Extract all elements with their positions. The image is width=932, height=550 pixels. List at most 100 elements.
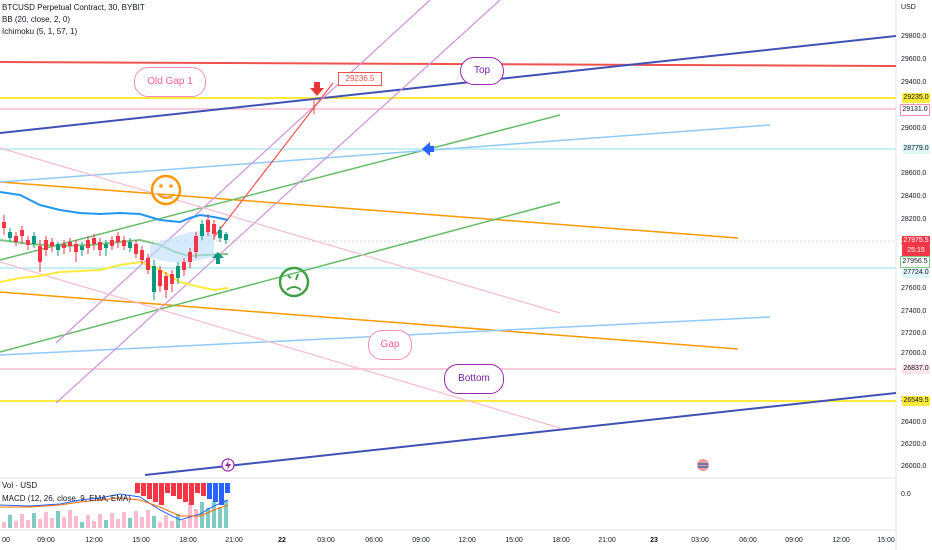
projection-arrow-line[interactable] <box>213 82 334 238</box>
macd-histogram-bar <box>159 483 164 505</box>
volume-bar <box>92 521 96 528</box>
time-tick: 15:00 <box>505 537 523 544</box>
time-tick: 09:00 <box>412 537 430 544</box>
candle-body <box>92 238 96 244</box>
candle-body <box>176 266 180 278</box>
price-label-27956: 27956.5 <box>900 256 930 268</box>
volume-bar <box>140 517 144 528</box>
time-tick: 23 <box>650 537 658 544</box>
candle-body <box>80 246 84 250</box>
candle-body <box>194 236 198 252</box>
bottom-callout[interactable]: Bottom <box>444 364 504 394</box>
macd-pane-label[interactable]: MACD (12, 26, close, 9, EMA, EMA) <box>2 494 131 503</box>
volume-bar <box>134 511 138 528</box>
time-tick: 06:00 <box>739 537 757 544</box>
arrow-left-icon[interactable] <box>422 142 434 156</box>
arrow-down-icon[interactable] <box>310 82 324 96</box>
price-tick: 29600.0 <box>901 56 927 63</box>
candle-body <box>20 230 24 236</box>
macd-histogram-bar <box>165 483 170 493</box>
channel-pink-1[interactable] <box>0 147 561 314</box>
candle-body <box>182 262 186 270</box>
lightning-icon[interactable] <box>221 458 235 472</box>
candle-body <box>26 240 30 245</box>
candle-body <box>86 240 90 248</box>
price-tick: 27000.0 <box>901 350 927 357</box>
macd-histogram-bar <box>219 483 224 505</box>
volume-bar <box>158 522 162 528</box>
price-tick: 27200.0 <box>901 330 927 337</box>
macd-zero-label: 0.0 <box>901 491 911 498</box>
price-tick: 27400.0 <box>901 308 927 315</box>
candle-body <box>116 236 120 242</box>
macd-histogram-bar <box>213 483 218 502</box>
volume-bar <box>110 513 114 528</box>
volume-bar <box>212 501 216 528</box>
old-gap-callout[interactable]: Old Gap 1 <box>134 67 206 97</box>
candle-body <box>122 240 126 246</box>
candle-body <box>224 234 228 240</box>
candle-body <box>2 222 6 228</box>
candles-group[interactable] <box>2 214 228 300</box>
time-tick: 06:00 <box>365 537 383 544</box>
candle-body <box>98 242 102 250</box>
volume-bar <box>224 500 228 528</box>
volume-bar <box>86 515 90 528</box>
price-tick: 29400.0 <box>901 79 927 86</box>
volume-bar <box>8 515 12 528</box>
gap-callout[interactable]: Gap <box>368 330 412 360</box>
price-tick: 28200.0 <box>901 216 927 223</box>
volume-bar <box>206 508 210 528</box>
candle-body <box>188 252 192 262</box>
price-tick: 27600.0 <box>901 285 927 292</box>
volume-bar <box>218 507 222 528</box>
time-tick: 03:00 <box>317 537 335 544</box>
channel-purple-2[interactable] <box>55 0 501 404</box>
resistance-line-red[interactable] <box>0 61 897 67</box>
price-label-26549: 26549.5 <box>902 396 930 406</box>
volume-bars <box>2 483 230 528</box>
time-tick: 09:00 <box>785 537 803 544</box>
bollinger-lower-band[interactable] <box>0 260 229 292</box>
trendline-orange-upper[interactable] <box>0 181 739 239</box>
channel-pink-2[interactable] <box>0 261 561 429</box>
macd-histogram-bar <box>141 483 146 496</box>
trendline-blue-upper[interactable] <box>0 124 771 183</box>
top-callout[interactable]: Top <box>460 57 504 85</box>
trendline-green-upper[interactable] <box>0 114 561 261</box>
price-tick: 28600.0 <box>901 170 927 177</box>
macd-signal-line <box>0 497 229 517</box>
price-label-callout[interactable]: 29236.5 <box>338 72 382 86</box>
flag-event-icon[interactable] <box>697 459 709 471</box>
symbol-title[interactable]: BTCUSD Perpetual Contract, 30, BYBIT <box>2 3 145 12</box>
trendline-navy-upper[interactable] <box>0 35 897 134</box>
volume-bar <box>182 520 186 528</box>
candle-body <box>44 240 48 250</box>
trendline-orange-lower[interactable] <box>0 291 739 350</box>
candle-body <box>152 266 156 292</box>
macd-histogram-bar <box>171 483 176 496</box>
bb-indicator-label[interactable]: BB (20, close, 2, 0) <box>2 15 71 24</box>
time-tick: 21:00 <box>598 537 616 544</box>
bollinger-upper-band[interactable] <box>0 191 229 224</box>
candle-body <box>218 230 222 238</box>
candle-body <box>38 246 42 262</box>
price-pane[interactable] <box>0 0 896 478</box>
volume-bar <box>32 513 36 528</box>
price-label-26837: 26837.0 <box>902 364 930 374</box>
price-label-29131: 29131.0 <box>900 104 930 116</box>
sad-face-icon[interactable] <box>278 266 310 298</box>
candle-body <box>128 242 132 248</box>
volume-pane-label[interactable]: Vol · USD <box>2 481 38 490</box>
volume-bar <box>68 510 72 528</box>
channel-purple-1[interactable] <box>55 0 431 344</box>
arrow-up-icon[interactable] <box>212 252 224 264</box>
ichimoku-indicator-label[interactable]: Ichimoku (5, 1, 57, 1) <box>2 27 78 36</box>
trendline-navy-lower[interactable] <box>144 392 897 476</box>
time-tick: 03:00 <box>691 537 709 544</box>
candle-body <box>50 242 54 246</box>
smiley-icon[interactable] <box>150 174 182 206</box>
volume-bar <box>80 522 84 528</box>
price-tick: 29800.0 <box>901 33 927 40</box>
time-tick: 22 <box>278 537 286 544</box>
